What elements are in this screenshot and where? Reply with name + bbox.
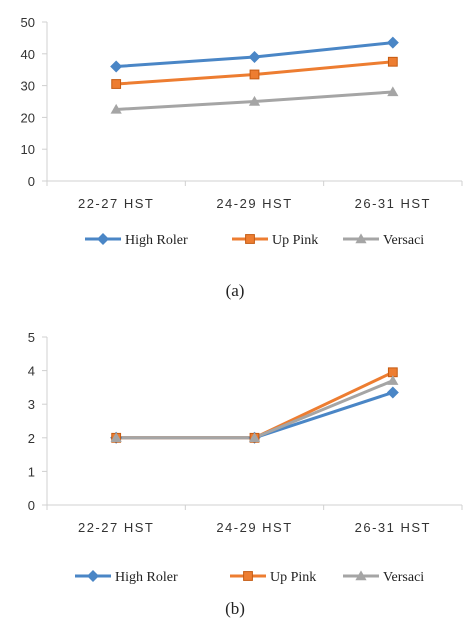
chart-a-plot: 0 10 20 30 40 50 22-27 HST 24-29 HST 26-31 HST Hi… [21,15,463,248]
chart-b-x-tick-label: 26-31 HST [355,520,431,535]
chart-a-x-tick-label: 22-27 HST [78,196,154,211]
chart-a-point-versaci [110,103,122,114]
chart-a-x-tick-label: 26-31 HST [355,196,431,211]
chart-b-y-tick-label: 2 [28,431,35,446]
chart-b-x-tick-label: 22-27 HST [78,520,154,535]
chart-a-y-tick-label: 50 [21,15,35,30]
chart-a-point-versaci [387,86,399,97]
chart-b-legend-label-up-pink: Up Pink [270,570,316,585]
chart-a-legend-label-high-roler: High Roler [125,233,188,248]
chart-a-legend-marker-high-roler [97,233,109,245]
chart-a-caption: (a) [225,281,245,300]
chart-a-point-up-pink [249,69,260,80]
chart-b-legend-marker-up-pink [243,571,253,581]
chart-a-legend-marker-versaci [355,233,367,244]
chart-a-point-up-pink [387,56,398,67]
chart-b-point-high-roler [386,386,399,399]
chart-a-point-high-roler [248,50,261,63]
chart-a-y-tick-label: 40 [21,47,35,62]
chart-b-legend-label-versaci: Versaci [383,570,424,585]
chart-a-point-high-roler [110,60,123,73]
chart-a-x-tick-label: 24-29 HST [216,196,292,211]
chart-b-legend-marker-high-roler [87,570,99,582]
chart-a-y-tick-label: 20 [21,110,35,125]
chart-b-y-tick-label: 1 [28,464,35,479]
chart-a-point-high-roler [386,36,399,49]
chart-b-y-tick-label: 3 [28,397,35,412]
chart-b-series-line-versaci [116,379,394,440]
chart-a-legend-label-versaci: Versaci [383,233,424,248]
chart-b-point-versaci [387,375,399,385]
chart-a-y-tick-label: 10 [21,142,35,157]
chart-b-plot: 0 1 2 3 4 5 22-27 HST 24-29 HST 26-31 HST High Ro… [28,330,463,585]
chart-b-point-versaci [248,432,261,442]
chart-b-legend-marker-versaci [355,570,367,581]
chart-b-caption: (b) [225,599,245,618]
chart-a-point-up-pink [111,79,122,89]
chart-a-legend-label-up-pink: Up Pink [272,233,318,248]
chart-a-y-tick-label: 30 [21,79,35,94]
chart-b-point-versaci [110,432,122,442]
chart-b-y-tick-label: 0 [28,498,35,513]
chart-a-legend: High Roler Up Pink Versaci [85,233,424,248]
chart-b-y-tick-label: 4 [28,364,35,379]
chart-a-point-versaci [248,95,261,106]
chart-b-y-tick-label: 5 [28,330,35,345]
chart-a-y-tick-label: 0 [28,174,35,189]
chart-b: 0 1 2 3 4 5 22-27 HST 24-29 HST 26-31 HST High Ro… [0,322,470,626]
chart-b-legend: High Roler Up Pink Versaci [75,570,424,585]
chart-a-legend-marker-up-pink [245,234,255,244]
chart-b-x-tick-label: 24-29 HST [216,520,292,535]
chart-b-legend-label-high-roler: High Roler [115,570,178,585]
chart-a: 0 10 20 30 40 50 22-27 HST 24-29 HST 26-31 HST Hi… [0,0,470,290]
